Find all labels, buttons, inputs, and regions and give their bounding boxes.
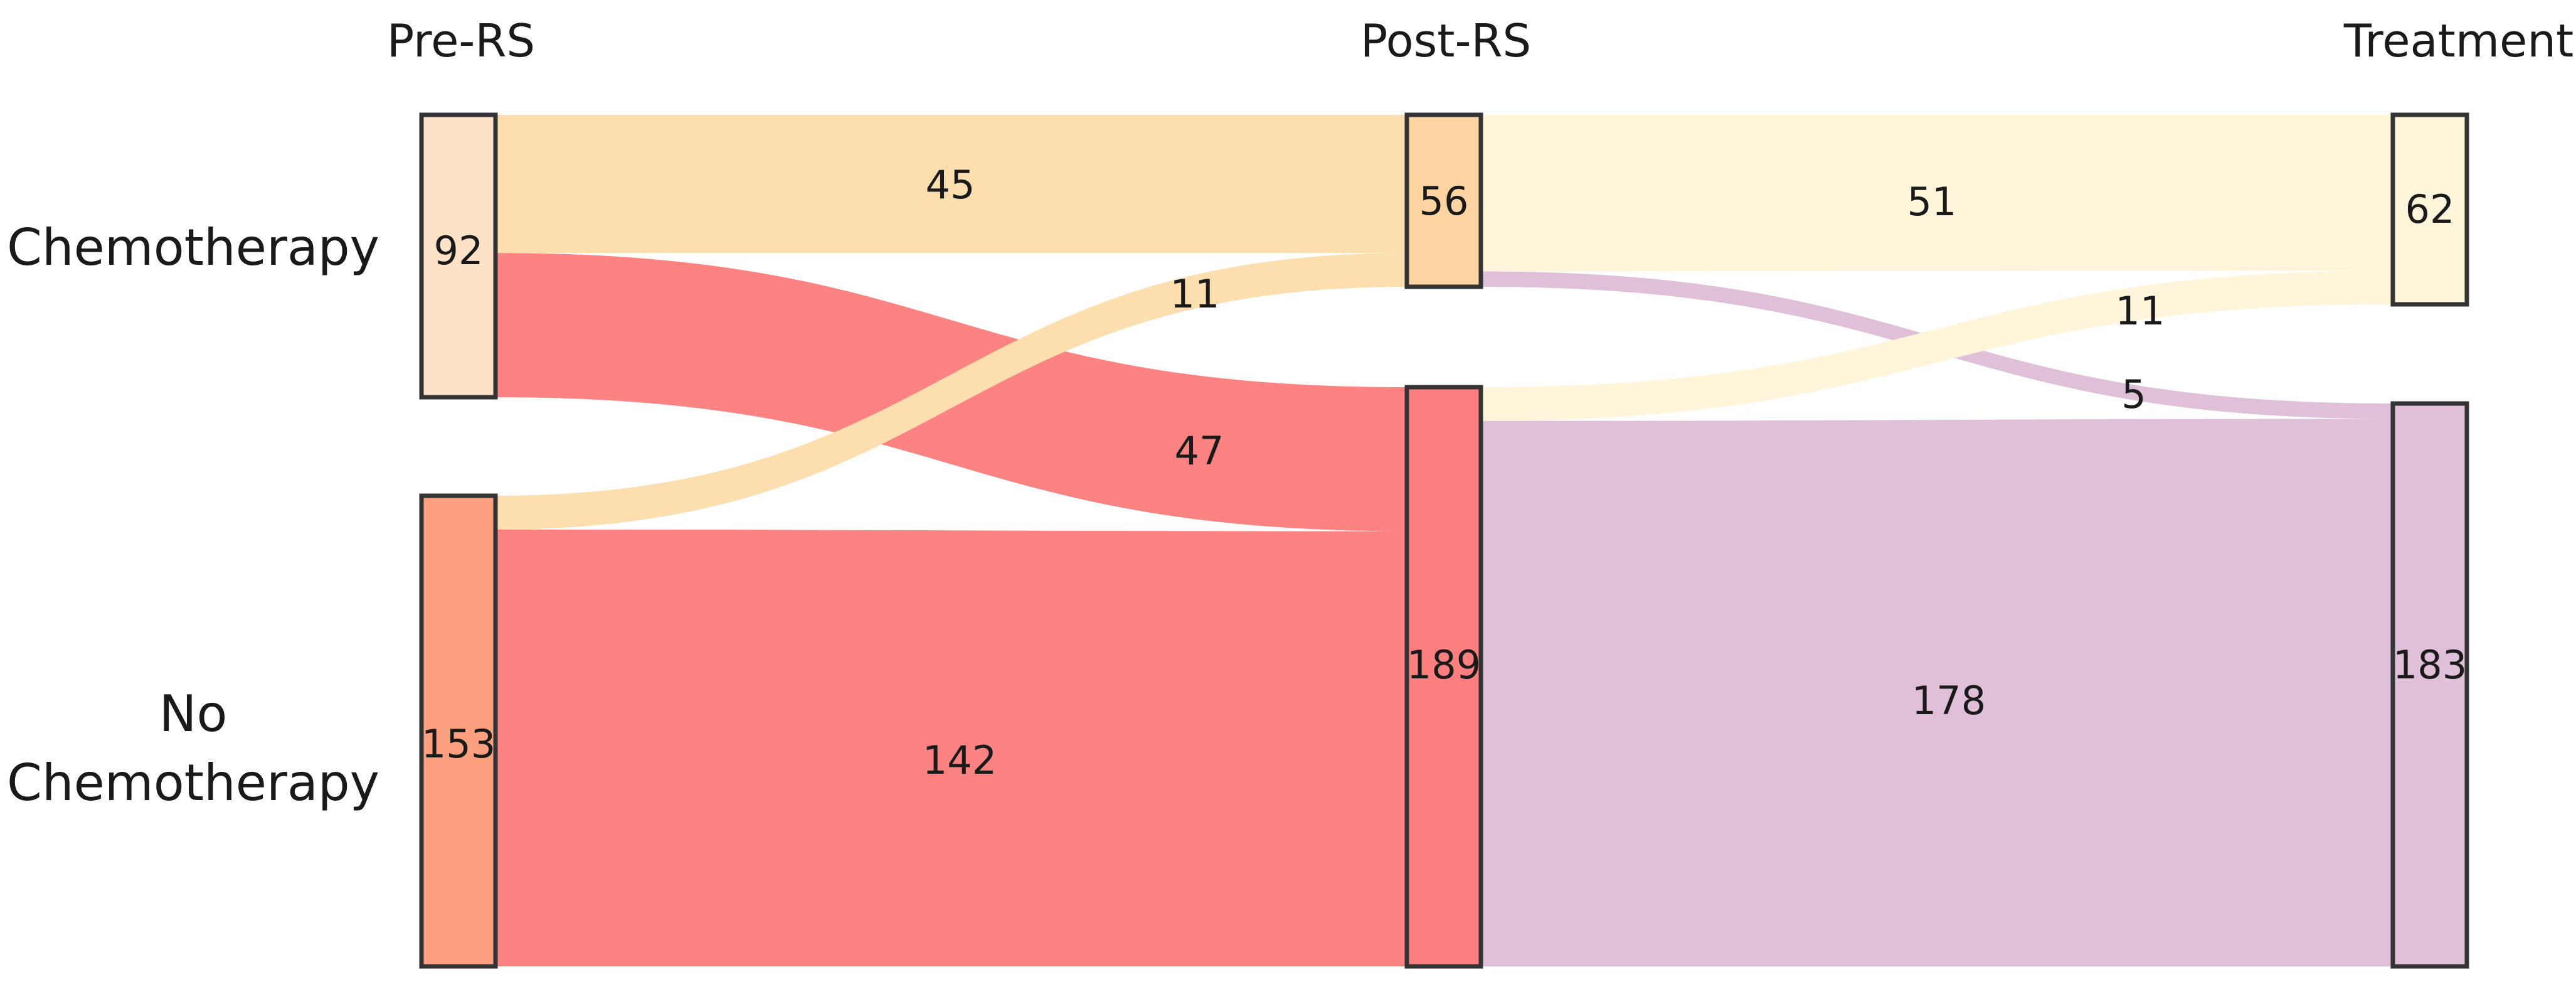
flow-pre_no-to-post_no — [496, 529, 1407, 966]
flow-label-post-chemo-to-treat-no: 5 — [2121, 371, 2146, 417]
node-treatment-no-chemotherapy-value: 183 — [2393, 642, 2467, 688]
flow-label-post-no-to-treat-chemo: 11 — [2116, 288, 2165, 334]
node-treatment-no-chemotherapy: 183 — [2390, 401, 2469, 969]
node-post-chemotherapy: 56 — [1404, 112, 1483, 289]
node-pre-chemotherapy: 92 — [419, 112, 498, 400]
row-label-no: No — [159, 685, 228, 743]
flow-label-pre-chemo-to-post-no: 47 — [1175, 428, 1224, 474]
node-pre-no-chemotherapy: 153 — [419, 493, 498, 969]
node-pre-chemotherapy-bar — [419, 112, 498, 400]
node-treatment-no-chemotherapy-bar — [2390, 401, 2469, 969]
flow-label-post-chemo-to-treat-chemo: 51 — [1907, 179, 1957, 225]
flow-pre_no-to-post_chemo — [496, 253, 1407, 530]
node-treatment-chemotherapy-value: 62 — [2405, 186, 2455, 232]
flow-pre_chemo-to-post_chemo — [496, 115, 1407, 254]
row-label-chemotherapy: Chemotherapy — [7, 218, 379, 277]
node-pre-no-chemotherapy-bar — [419, 493, 498, 969]
flows-layer — [496, 115, 2393, 966]
node-post-chemotherapy-value: 56 — [1419, 178, 1469, 224]
node-post-chemotherapy-bar — [1404, 112, 1483, 289]
node-pre-chemotherapy-value: 92 — [434, 228, 484, 274]
column-title-post-rs: Post-RS — [1360, 14, 1531, 67]
node-post-no-chemotherapy-value: 189 — [1407, 642, 1481, 688]
flow-post_no-to-treat_chemo — [1481, 270, 2393, 421]
flow-post_chemo-to-treat_chemo — [1481, 115, 2393, 272]
node-post-no-chemotherapy: 189 — [1404, 385, 1483, 969]
node-treatment-chemotherapy: 62 — [2390, 112, 2469, 307]
node-post-no-chemotherapy-bar — [1404, 385, 1483, 969]
flow-label-post-no-to-treat-no: 178 — [1912, 678, 1986, 724]
row-label-no-chemotherapy: Chemotherapy — [7, 754, 379, 812]
flow-label-pre-chemo-to-post-chemo: 45 — [926, 162, 975, 208]
flow-label-pre-no-to-post-chemo: 11 — [1170, 271, 1220, 317]
node-pre-no-chemotherapy-value: 153 — [421, 721, 496, 767]
column-title-treatment: Treatment — [2343, 14, 2573, 67]
flow-label-pre-no-to-post-no: 142 — [923, 737, 997, 783]
flow-post_no-to-treat_no — [1481, 419, 2393, 966]
column-title-pre-rs: Pre-RS — [387, 14, 535, 67]
node-treatment-chemotherapy-bar — [2390, 112, 2469, 307]
